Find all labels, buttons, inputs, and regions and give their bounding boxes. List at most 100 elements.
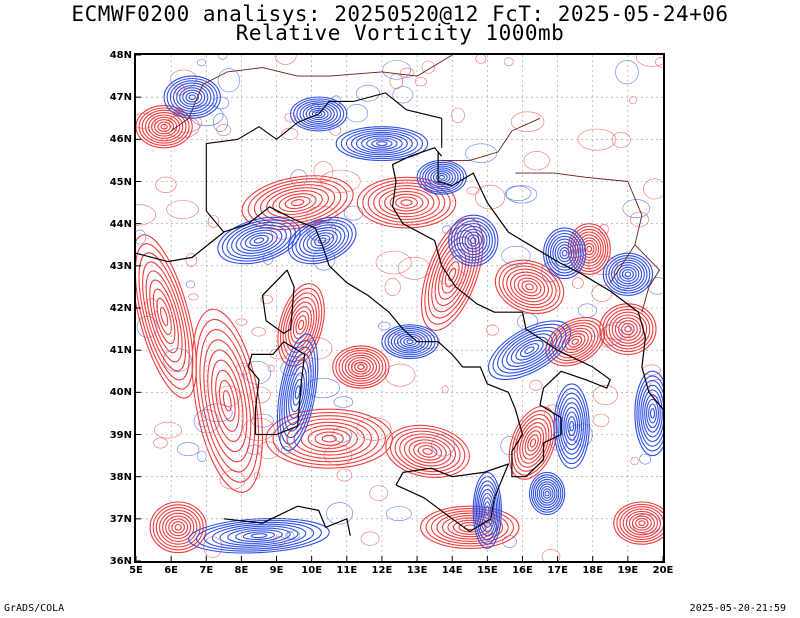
contour-noise: [251, 327, 266, 337]
negative-vorticity-contour: [506, 333, 553, 367]
positive-vorticity-contour: [136, 105, 193, 149]
positive-vorticity-contour: [448, 267, 457, 282]
negative-vorticity-contour: [530, 474, 564, 513]
coastline-tunisia: [223, 505, 351, 536]
positive-vorticity-contour: [260, 184, 336, 222]
lon-tick-label: 15E: [476, 565, 498, 576]
positive-vorticity-contour: [511, 410, 555, 476]
lat-tick-label: 45N: [109, 176, 132, 188]
negative-vorticity-contour: [253, 237, 265, 244]
positive-vorticity-contour: [300, 425, 358, 453]
contour-noise: [313, 161, 334, 182]
positive-vorticity-contour: [517, 277, 542, 297]
negative-vorticity-contour: [221, 219, 297, 262]
lat-tick-label: 41N: [109, 345, 132, 357]
negative-vorticity-contour: [536, 481, 558, 506]
negative-vorticity-contour: [242, 531, 276, 541]
contour-noise: [216, 385, 241, 407]
contour-noise: [615, 60, 639, 85]
negative-vorticity-contour: [283, 352, 312, 432]
positive-vorticity-contour: [389, 193, 424, 212]
contour-noise: [343, 205, 364, 221]
contour-noise: [136, 204, 156, 226]
positive-vorticity-contour: [438, 248, 467, 300]
negative-vorticity-contour: [287, 216, 357, 265]
positive-vorticity-contour: [525, 283, 534, 291]
positive-vorticity-contour: [357, 364, 365, 370]
negative-vorticity-contour: [211, 523, 307, 548]
negative-vorticity-contour: [294, 385, 301, 400]
contour-noise: [431, 433, 455, 457]
positive-vorticity-contour: [611, 314, 645, 344]
negative-vorticity-contour: [565, 411, 579, 441]
positive-vorticity-contour: [506, 268, 553, 306]
contour-noise: [153, 437, 168, 449]
coastline-italy: [223, 147, 611, 478]
lon-tick-label: 8E: [234, 565, 249, 576]
lat-tick-label: 46N: [109, 134, 132, 146]
negative-vorticity-contour: [642, 389, 663, 438]
lat-tick-label: 44N: [109, 218, 132, 230]
positive-vorticity-contour: [616, 503, 663, 543]
border-alps: [205, 92, 443, 233]
negative-vorticity-contour: [188, 517, 330, 554]
negative-vorticity-contour: [561, 249, 568, 257]
negative-vorticity-contour: [438, 174, 445, 180]
contour-noise: [217, 68, 240, 93]
negative-vorticity-contour: [188, 94, 196, 101]
positive-vorticity-contour: [356, 176, 457, 229]
border-switzerland: [170, 67, 298, 132]
positive-vorticity-contour: [395, 196, 418, 209]
positive-vorticity-contour: [436, 512, 504, 542]
lat-tick-label: 42N: [109, 303, 132, 314]
contour-noise: [207, 215, 220, 228]
negative-vorticity-contour: [532, 476, 562, 511]
positive-vorticity-contour: [521, 426, 545, 460]
negative-vorticity-contour: [554, 241, 575, 265]
coastline-france: [136, 231, 225, 263]
positive-vorticity-contour: [293, 421, 365, 456]
positive-vorticity-contour: [211, 359, 244, 442]
positive-vorticity-contour: [399, 433, 456, 470]
positive-vorticity-contour: [162, 512, 195, 542]
contour-noise: [166, 200, 199, 219]
negative-vorticity-contour: [497, 326, 562, 374]
positive-vorticity-contour: [385, 424, 470, 478]
positive-vorticity-contour: [354, 361, 368, 373]
contour-noise: [643, 178, 663, 200]
positive-vorticity-contour: [444, 261, 460, 288]
contour-noise: [630, 457, 639, 466]
lon-tick-label: 7E: [199, 565, 214, 576]
positive-vorticity-contour: [514, 414, 552, 472]
lon-tick-label: 6E: [164, 565, 179, 576]
positive-vorticity-contour: [154, 119, 175, 135]
negative-vorticity-contour: [567, 416, 577, 437]
lat-tick-label: 37N: [109, 513, 132, 525]
negative-vorticity-contour: [472, 471, 502, 549]
contour-noise: [591, 284, 613, 302]
contour-noise: [475, 184, 506, 210]
positive-vorticity-contour: [527, 434, 539, 452]
positive-vorticity-contour: [602, 306, 654, 353]
negative-vorticity-contour-group: [163, 75, 663, 554]
negative-vorticity-contour: [288, 365, 308, 419]
negative-vorticity-contour: [250, 533, 268, 539]
negative-vorticity-contour: [285, 359, 310, 426]
positive-vorticity-contour: [341, 352, 381, 382]
positive-vorticity-contour: [141, 109, 187, 144]
negative-vorticity-contour: [616, 264, 640, 285]
positive-vorticity-contour: [152, 504, 204, 551]
lat-tick-label: 36N: [109, 556, 132, 567]
positive-vorticity-contour: [628, 513, 655, 534]
negative-vorticity-contour: [196, 519, 322, 552]
negative-vorticity-contour: [559, 247, 570, 260]
negative-vorticity-contour: [302, 227, 342, 254]
negative-vorticity-contour: [302, 104, 335, 124]
positive-vorticity-contour: [277, 283, 325, 367]
negative-vorticity-contour: [569, 420, 575, 432]
negative-vorticity-contour: [315, 111, 323, 117]
contour-noise: [622, 199, 651, 218]
positive-vorticity-contour: [138, 252, 190, 381]
lon-tick-label: 11E: [336, 565, 358, 576]
negative-vorticity-contour: [235, 227, 283, 254]
